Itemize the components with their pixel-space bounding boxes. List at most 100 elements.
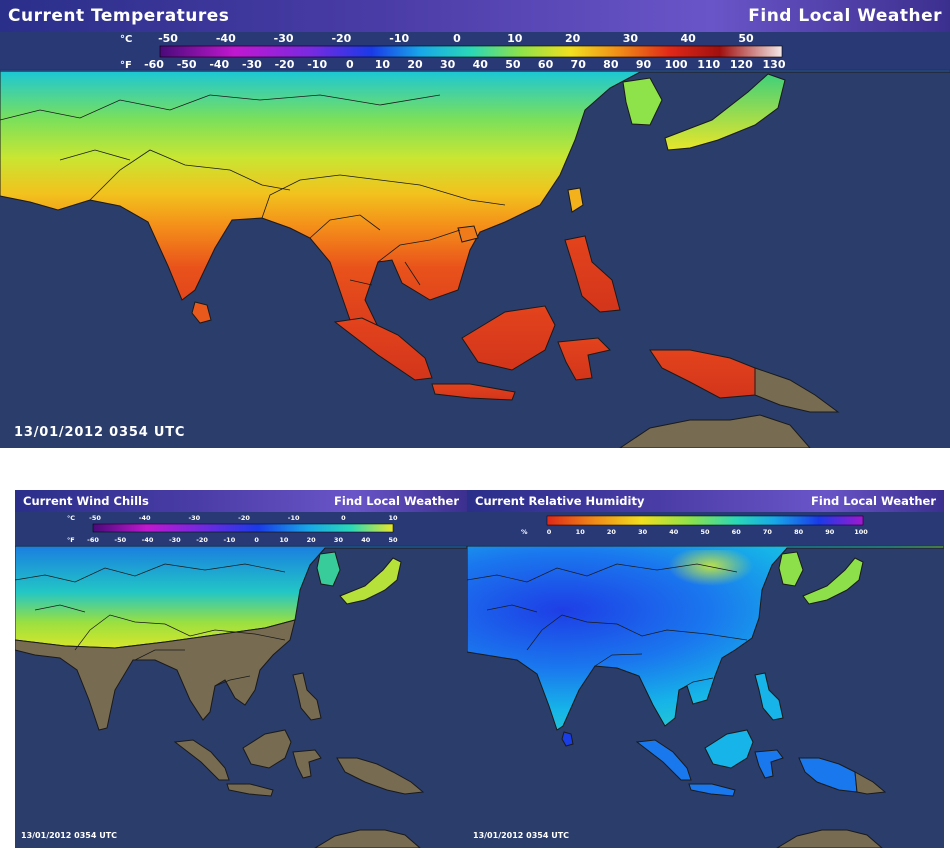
scale-tick-label: 50 [738, 32, 754, 45]
find-local-weather-link[interactable]: Find Local Weather [334, 494, 459, 508]
scale-tick-label: -20 [196, 536, 208, 544]
philippines [564, 235, 621, 313]
scale-tick-label: -30 [274, 32, 294, 45]
fahrenheit-unit-label: °F [67, 536, 75, 544]
scale-tick-label: 10 [279, 536, 289, 544]
temperature-map-panel: Current Temperatures Find Local Weather [0, 0, 950, 448]
scale-tick-label: 130 [763, 58, 786, 71]
scale-tick-label: 0 [254, 536, 259, 544]
sumatra [333, 317, 433, 381]
scale-tick-label: 60 [732, 528, 742, 536]
japan [339, 557, 402, 605]
scale-tick-label: 0 [453, 32, 461, 45]
scale-tick-label: 40 [681, 32, 697, 45]
wind-chill-map-panel: Current Wind Chills Find Local Weather °… [15, 490, 467, 848]
find-local-weather-link[interactable]: Find Local Weather [811, 494, 936, 508]
scale-tick-label: 10 [375, 58, 391, 71]
fahrenheit-tick-labels: -60 -50 -40 -30 -20 -10 0 10 20 30 40 50 [87, 536, 398, 544]
map-title: Current Relative Humidity [475, 494, 645, 508]
fahrenheit-tick-labels: -60 -50 -40 -30 -20 -10 0 10 20 30 40 50 60 70 80 90 100… [144, 58, 786, 71]
scale-tick-label: -20 [238, 514, 250, 522]
scale-tick-label: -40 [216, 32, 236, 45]
scale-tick-label: 80 [794, 528, 804, 536]
scale-tick-label: 30 [334, 536, 344, 544]
sulawesi [557, 337, 611, 381]
scale-tick-label: 70 [571, 58, 587, 71]
scale-tick-label: 110 [697, 58, 720, 71]
scale-tick-label: 40 [669, 528, 679, 536]
scale-tick-label: -20 [331, 32, 351, 45]
wind-chill-scale-graphic: °C °F -50 -40 -30 -20 -10 0 10 -60 -50 -40 -30 -20… [67, 514, 398, 544]
sri-lanka [191, 301, 212, 324]
korea [622, 77, 663, 126]
scale-tick-label: -10 [389, 32, 409, 45]
country-borders [15, 563, 286, 687]
scale-tick-label: -10 [288, 514, 300, 522]
new-guinea-east [754, 367, 840, 413]
sri-lanka [561, 731, 574, 747]
southeast-asia-islands [635, 672, 887, 848]
country-borders [467, 563, 748, 691]
scale-tick-label: -10 [307, 58, 327, 71]
scale-tick-label: -30 [242, 58, 262, 71]
wind-chill-map [15, 490, 467, 848]
scale-tick-label: 20 [607, 528, 617, 536]
percent-unit-label: % [521, 528, 528, 536]
taiwan [567, 187, 584, 213]
scale-tick-label: -60 [87, 536, 99, 544]
scale-tick-label: 40 [473, 58, 489, 71]
scale-tick-label: 70 [763, 528, 773, 536]
scale-tick-label: 60 [538, 58, 554, 71]
scale-tick-label: 50 [505, 58, 521, 71]
temperature-map [0, 69, 950, 448]
scale-tick-label: 100 [854, 528, 868, 536]
scale-tick-label: 20 [565, 32, 581, 45]
scale-tick-label: 50 [388, 536, 398, 544]
humidity-map [467, 490, 944, 848]
scale-tick-label: 10 [507, 32, 523, 45]
humidity-map-panel: Current Relative Humidity Find Local Wea… [467, 490, 944, 848]
scale-tick-label: -20 [275, 58, 295, 71]
scale-tick-label: 30 [638, 528, 648, 536]
scale-tick-label: 30 [623, 32, 639, 45]
scale-tick-label: -40 [139, 514, 151, 522]
observation-timestamp: 13/01/2012 0354 UTC [14, 425, 186, 440]
scale-tick-label: 120 [730, 58, 753, 71]
celsius-tick-labels: -50 -40 -30 -20 -10 0 10 [89, 514, 398, 522]
scale-tick-label: 40 [361, 536, 371, 544]
scale-tick-label: 20 [407, 58, 423, 71]
java [431, 383, 516, 401]
country-borders [0, 94, 506, 286]
korea [316, 551, 341, 587]
title-bar: Current Temperatures Find Local Weather [0, 0, 950, 32]
scale-tick-label: 90 [636, 58, 652, 71]
scale-tick-label: -40 [209, 58, 229, 71]
humidity-color-scale: % 0 10 20 30 40 50 60 70 80 90 100 [467, 512, 944, 546]
scale-tick-label: 10 [388, 514, 398, 522]
celsius-unit-label: °C [120, 34, 132, 45]
scale-tick-label: -50 [177, 58, 197, 71]
scale-tick-label: 20 [307, 536, 317, 544]
find-local-weather-link[interactable]: Find Local Weather [748, 6, 942, 26]
temperature-color-scale: °C °F -50 -40 -30 -20 -10 0 10 20 30 40 50 -60 -50-… [0, 32, 950, 72]
scale-tick-label: -60 [144, 58, 164, 71]
korea [778, 551, 804, 587]
scale-tick-label: -10 [223, 536, 235, 544]
observation-timestamp: 13/01/2012 0354 UTC [21, 831, 118, 840]
map-title: Current Wind Chills [23, 494, 149, 508]
wind-chill-color-scale: °C °F -50 -40 -30 -20 -10 0 10 -60 -50 -40 -30 -20… [15, 512, 467, 546]
scale-tick-label: 0 [346, 58, 354, 71]
scale-tick-label: -30 [188, 514, 200, 522]
scale-tick-label: 90 [825, 528, 835, 536]
scale-tick-label: 10 [576, 528, 586, 536]
australia [619, 414, 811, 448]
japan [664, 73, 786, 151]
celsius-unit-label: °C [67, 514, 75, 522]
scale-tick-label: 50 [700, 528, 710, 536]
scale-tick-label: 0 [547, 528, 552, 536]
scale-tick-label: 100 [665, 58, 688, 71]
observation-timestamp: 13/01/2012 0354 UTC [473, 831, 570, 840]
fahrenheit-unit-label: °F [120, 60, 132, 71]
scale-tick-label: -50 [114, 536, 126, 544]
title-bar: Current Wind Chills Find Local Weather [15, 490, 467, 512]
